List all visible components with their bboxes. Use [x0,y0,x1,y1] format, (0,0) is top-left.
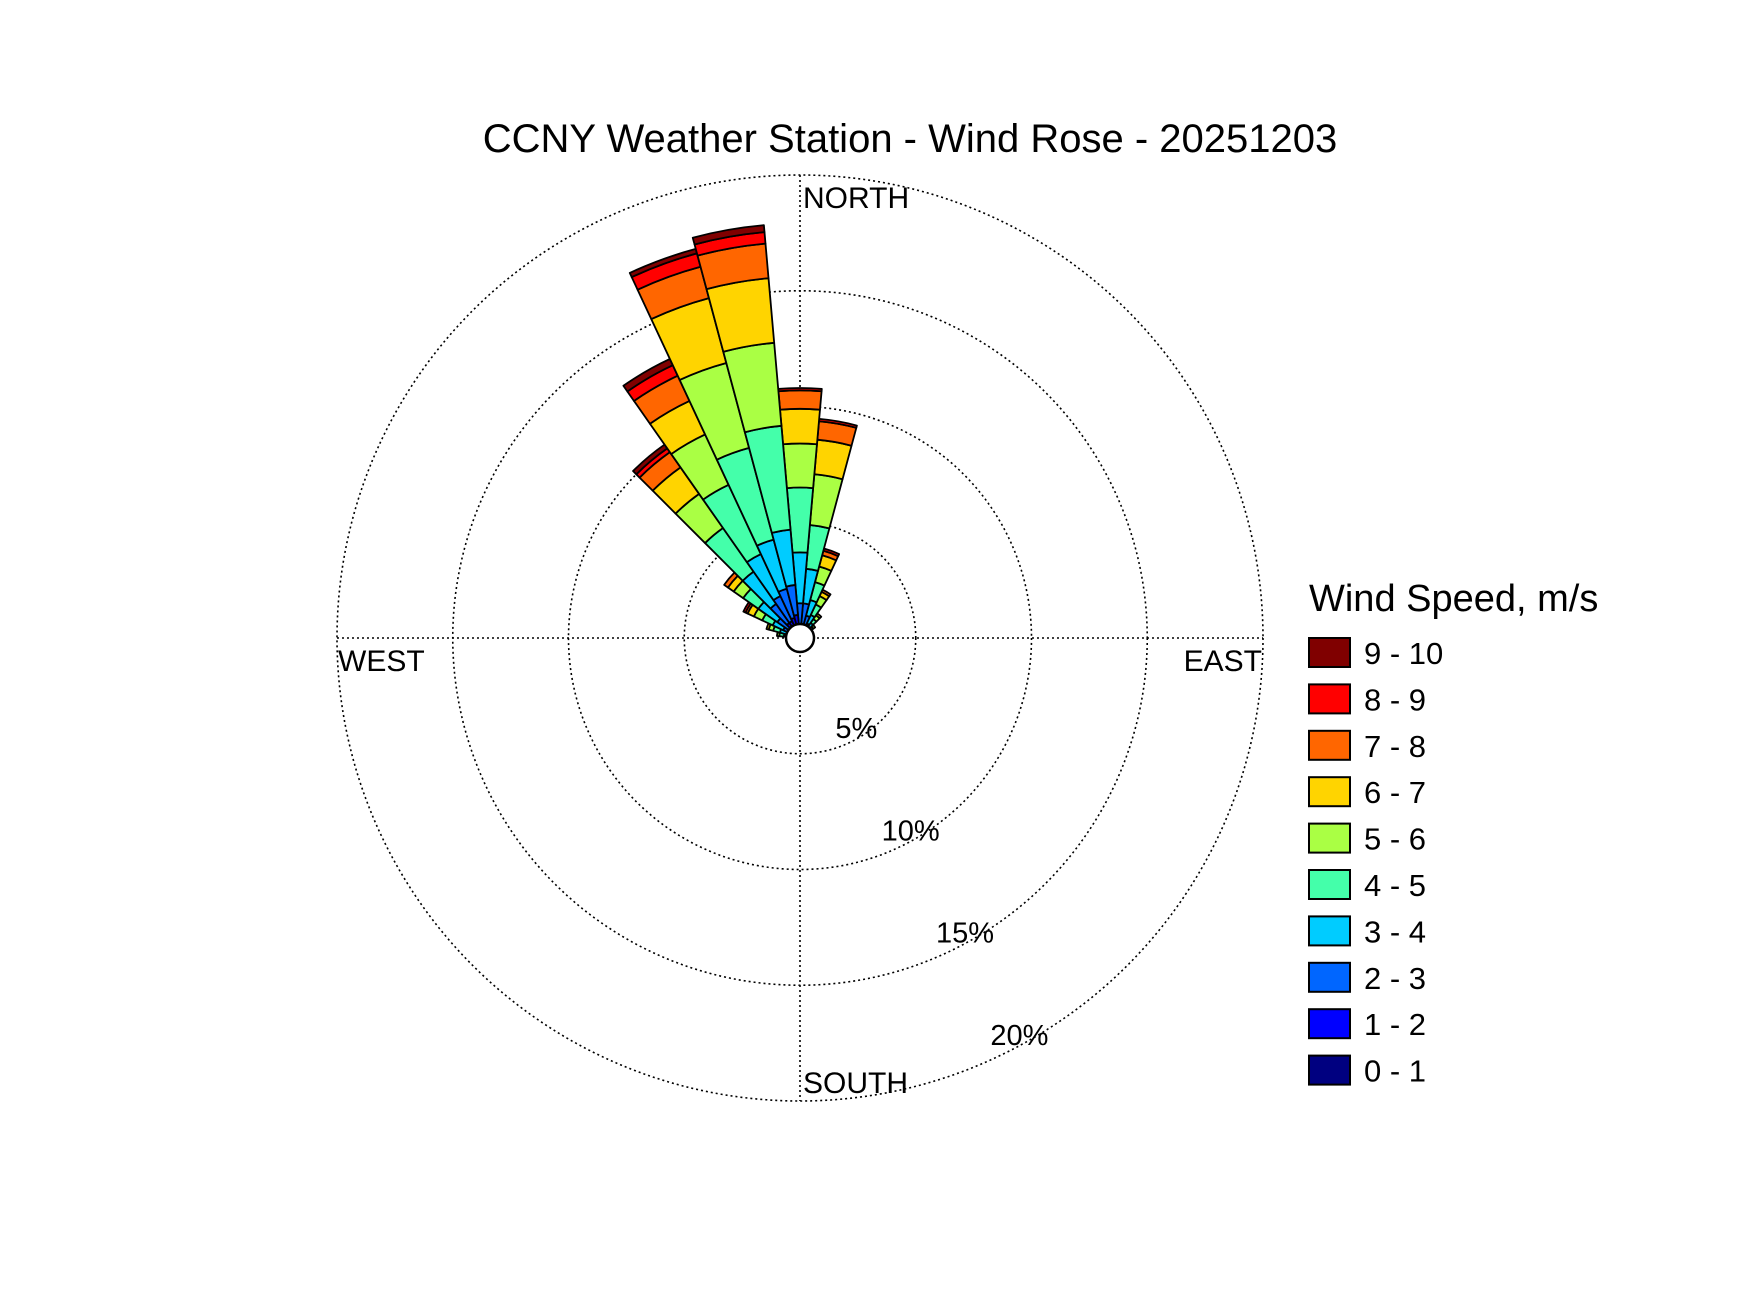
radial-tick-labels: 5% 10% 15% 20% [835,713,1048,1052]
legend-swatch [1308,915,1351,947]
legend-item: 7 - 8 [1308,729,1426,764]
direction-labels: NORTH SOUTH WEST EAST [338,182,1262,1100]
legend-swatch [1308,822,1351,854]
legend-item: 2 - 3 [1308,961,1426,996]
legend-swatch [1308,1054,1351,1086]
radial-tick-label: 10% [882,815,940,847]
petal-340deg [628,248,801,639]
grid-ring-5 [683,521,917,755]
legend-items: 9 - 10 8 - 9 7 - 8 6 - 7 5 - 6 4 - 5 3 - 4 2 - … [1308,636,1443,1089]
legend-item: 0 - 1 [1308,1054,1426,1089]
legend-label: 7 - 8 [1364,729,1426,764]
legend-swatch [1308,729,1351,761]
legend-label: 3 - 4 [1364,914,1426,949]
legend-item: 3 - 4 [1308,914,1426,949]
legend: Wind Speed, m/s 9 - 10 8 - 9 7 - 8 6 - 7 5 -… [1308,578,1598,1089]
petal-segment [777,387,823,393]
polar-grid [336,174,1264,1102]
north-label: NORTH [803,182,909,215]
calm-center-circle [784,622,816,654]
legend-label: 9 - 10 [1364,636,1443,671]
petal-0deg [777,387,823,639]
petal-segment [818,418,858,429]
west-label: WEST [338,645,425,678]
radial-tick-label: 15% [936,918,994,950]
legend-label: 8 - 9 [1364,682,1426,717]
legend-label: 6 - 7 [1364,775,1426,810]
legend-item: 9 - 10 [1308,636,1443,671]
legend-swatch [1308,637,1351,668]
legend-item: 1 - 2 [1308,1007,1426,1042]
chart-title: CCNY Weather Station - Wind Rose - 20251… [483,117,1338,161]
legend-item: 4 - 5 [1308,868,1426,903]
legend-swatch [1308,869,1351,900]
petal-segment [691,224,766,246]
petal-segment [777,389,823,411]
east-label: EAST [1184,645,1262,678]
petal-350deg [691,224,801,639]
petal-segment [808,473,844,530]
legend-item: 8 - 9 [1308,682,1426,717]
petal-segment [822,547,841,558]
legend-label: 5 - 6 [1364,822,1426,857]
wind-petals [622,224,858,642]
legend-label: 2 - 3 [1364,961,1426,996]
legend-title: Wind Speed, m/s [1309,578,1598,620]
radial-tick-label: 20% [990,1020,1048,1052]
legend-label: 1 - 2 [1364,1007,1426,1042]
petal-segment [782,442,818,489]
radial-tick-label: 5% [835,713,877,745]
legend-swatch [1308,776,1351,808]
legend-label: 0 - 1 [1364,1054,1426,1089]
legend-item: 5 - 6 [1308,822,1426,857]
legend-label: 4 - 5 [1364,868,1426,903]
legend-swatch [1308,683,1351,715]
legend-item: 6 - 7 [1308,775,1426,810]
petal-segment [813,438,853,481]
petal-segment [779,407,821,446]
south-label: SOUTH [803,1067,908,1100]
legend-swatch [1308,961,1351,993]
legend-swatch [1308,1008,1351,1040]
